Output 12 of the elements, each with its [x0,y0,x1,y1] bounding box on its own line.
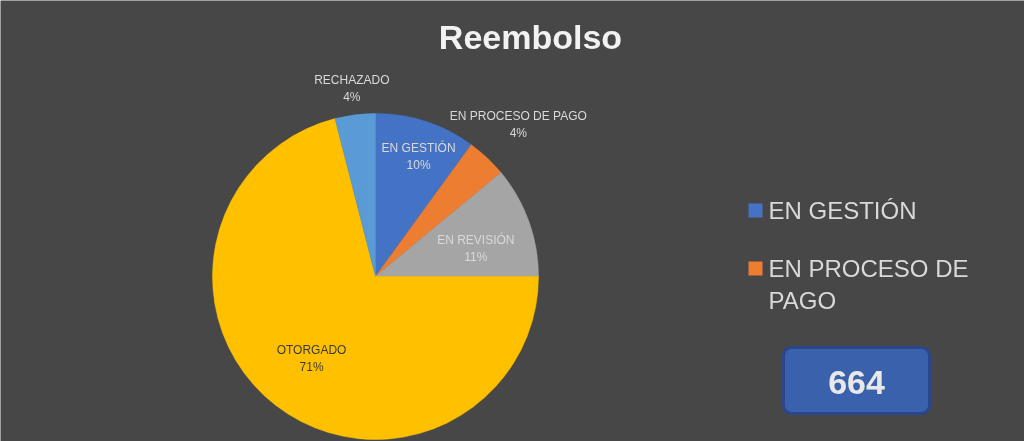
chart-title: Reembolso [438,17,623,56]
legend-label: EN GESTIÓN [768,197,917,224]
slice-label: EN PROCESO DE PAGO [449,108,587,123]
data-label: 71% [299,360,324,375]
slice-label: OTORGADO [276,343,347,358]
data-label: 10% [406,158,431,173]
legend-label: EN PROCESO DE PAGO [768,255,969,314]
text: 664 [828,363,885,401]
slice-label: EN GESTIÓN [381,140,456,156]
data-label: 4% [509,125,528,140]
slice-label: RECHAZADO [314,73,390,88]
data-label: 4% [343,90,361,105]
